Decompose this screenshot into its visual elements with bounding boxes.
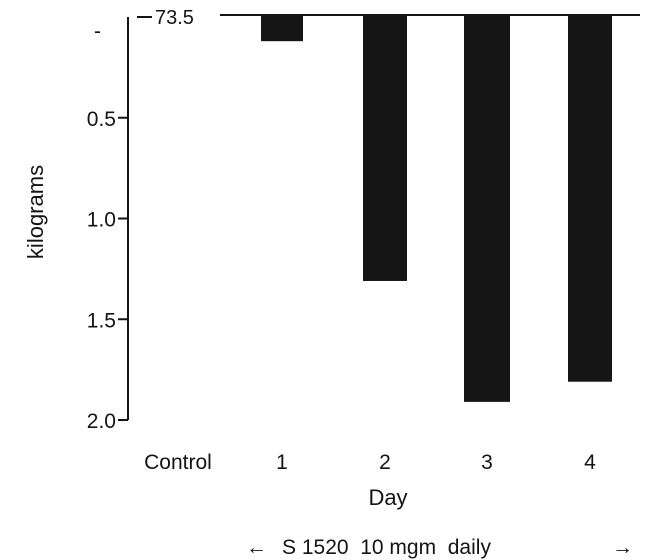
footnote-text: S 1520 10 mgm daily [282, 536, 491, 559]
treatment-footnote: ← S 1520 10 mgm daily → [246, 536, 633, 559]
y-tick-label: 0.5 [87, 108, 116, 131]
x-category-label: 3 [481, 451, 493, 474]
left-arrow-icon: ← [246, 536, 267, 559]
x-category-label: 1 [276, 451, 288, 474]
right-arrow-icon: → [612, 536, 633, 559]
y-ticks: 0.5 1.0 1.5 2.0 [87, 108, 128, 433]
axes-group: 73.5 - 0.5 1.0 1.5 2.0 Control 1 2 3 4 kilogram… [23, 7, 640, 559]
x-category-label: 4 [584, 451, 596, 474]
y-tick-label: 1.5 [87, 309, 116, 332]
bars-group [261, 15, 612, 402]
bar-4 [568, 15, 612, 382]
category-labels: Control 1 2 3 4 [144, 451, 596, 474]
y-axis-title: kilograms [23, 165, 48, 259]
y-tick-label: 1.0 [87, 209, 116, 232]
bar-3 [464, 15, 510, 402]
baseline-value-label: 73.5 [155, 7, 194, 29]
y-tick-label: 2.0 [87, 410, 116, 433]
x-axis-title: Day [368, 485, 407, 510]
bar-2 [363, 15, 407, 281]
y-tick-label-top: - [94, 20, 101, 43]
bar-1 [261, 15, 303, 42]
x-category-label: Control [144, 451, 212, 474]
x-category-label: 2 [379, 451, 391, 474]
